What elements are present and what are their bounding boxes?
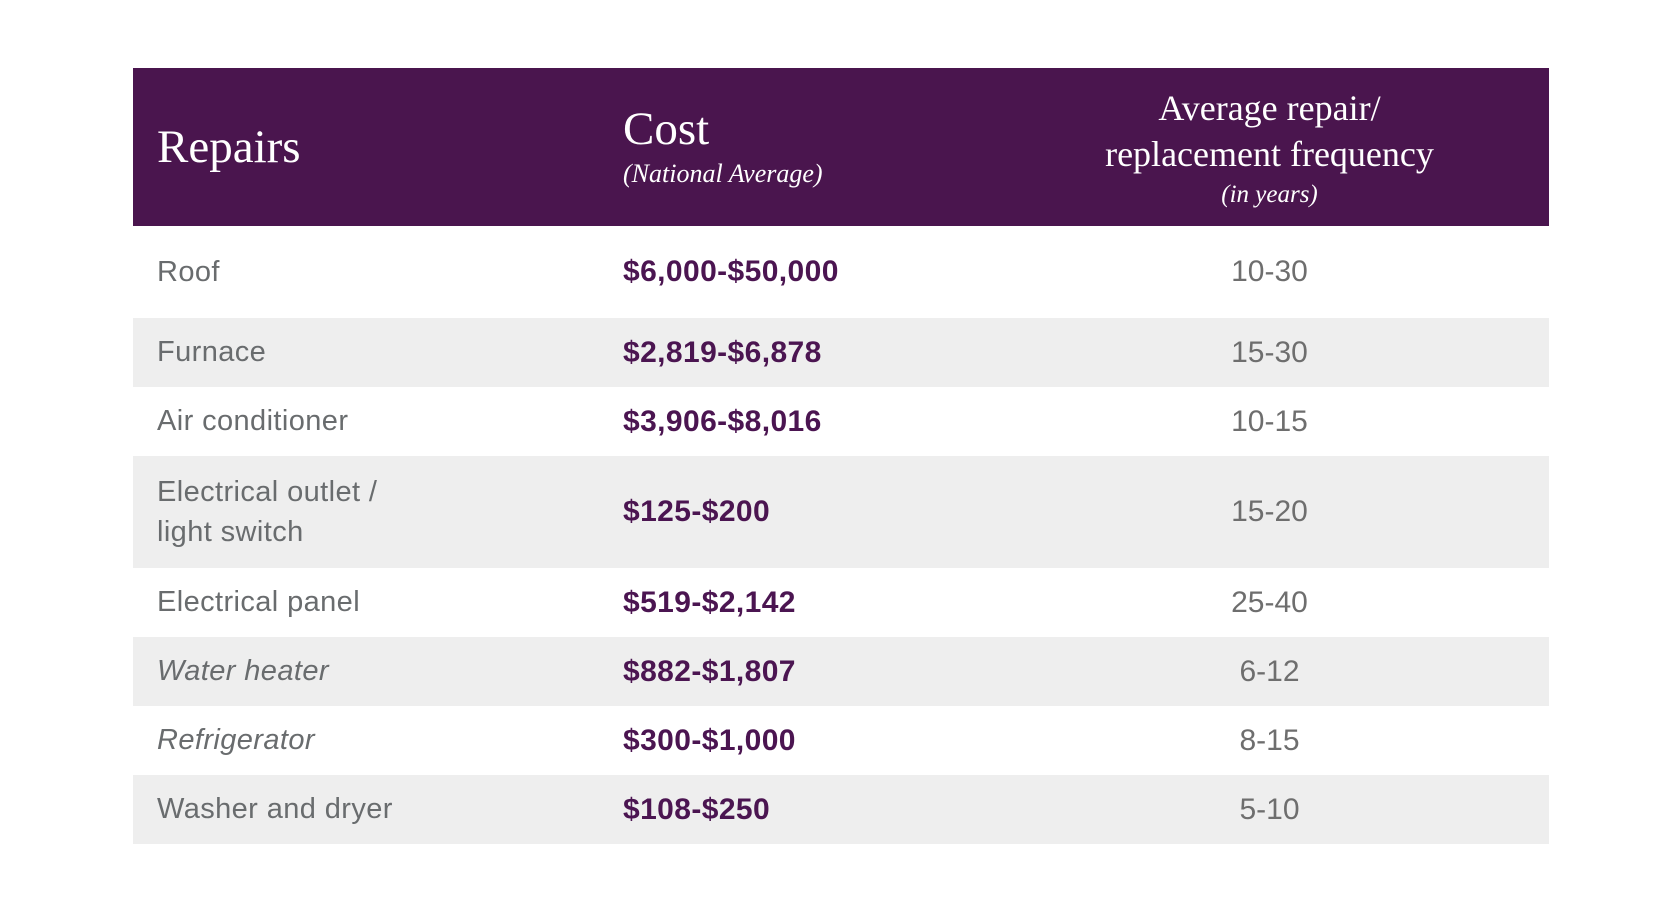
column-header-cost: Cost (National Average) (623, 68, 990, 226)
repair-name-cell: Roof (157, 255, 220, 288)
table-row: Electrical panel $519-$2,142 25-40 (133, 568, 1549, 637)
table-row: Refrigerator $300-$1,000 8-15 (133, 706, 1549, 775)
cost-value-cell: $2,819-$6,878 (623, 335, 822, 369)
cost-column-title: Cost (623, 102, 710, 155)
repairs-column-title: Repairs (157, 121, 301, 173)
repair-name-cell: Refrigerator (157, 724, 315, 757)
cost-value-cell: $300-$1,000 (623, 723, 796, 757)
column-header-frequency: Average repair/ replacement frequency (i… (990, 68, 1549, 226)
frequency-value-cell: 5-10 (1239, 792, 1300, 826)
frequency-value-cell: 15-30 (1231, 335, 1308, 369)
table-row: Air conditioner $3,906-$8,016 10-15 (133, 387, 1549, 456)
repair-name-cell: Water heater (157, 655, 329, 688)
cost-value-cell: $125-$200 (623, 495, 771, 528)
table-row: Water heater $882-$1,807 6-12 (133, 637, 1549, 706)
table-body: Roof $6,000-$50,000 10-30 Furnace $2,819… (133, 226, 1549, 844)
frequency-value-cell: 8-15 (1239, 723, 1300, 757)
cost-value-cell: $882-$1,807 (623, 654, 796, 688)
frequency-column-subtitle: (in years) (1221, 181, 1318, 209)
table-row: Electrical outlet / light switch $125-$20… (133, 456, 1549, 568)
repair-name-cell: Washer and dryer (157, 793, 393, 826)
frequency-value-cell: 10-15 (1231, 404, 1308, 438)
table-row: Furnace $2,819-$6,878 15-30 (133, 318, 1549, 387)
column-header-repairs: Repairs (133, 68, 623, 226)
table-row: Roof $6,000-$50,000 10-30 (133, 226, 1549, 318)
table-header: Repairs Cost (National Average) Average … (133, 68, 1549, 226)
frequency-value-cell: 6-12 (1239, 654, 1300, 688)
frequency-value-cell: 10-30 (1231, 255, 1308, 288)
frequency-column-title-line2: replacement frequency (1105, 134, 1434, 174)
cost-value-cell: $108-$250 (623, 792, 771, 826)
cost-value-cell: $3,906-$8,016 (623, 404, 822, 438)
table-row: Washer and dryer $108-$250 5-10 (133, 775, 1549, 844)
repair-name-cell: Furnace (157, 336, 267, 369)
cost-value-cell: $6,000-$50,000 (623, 255, 839, 288)
repair-cost-table: Repairs Cost (National Average) Average … (133, 68, 1549, 844)
repair-name-cell: Air conditioner (157, 405, 349, 438)
repair-name-cell: Electrical panel (157, 586, 361, 619)
cost-column-subtitle: (National Average) (623, 158, 823, 188)
repair-name-cell: Electrical outlet / light switch (157, 475, 378, 548)
frequency-value-cell: 15-20 (1231, 495, 1308, 528)
frequency-value-cell: 25-40 (1231, 585, 1308, 619)
cost-value-cell: $519-$2,142 (623, 585, 796, 619)
frequency-column-title-line1: Average repair/ (1158, 87, 1381, 128)
